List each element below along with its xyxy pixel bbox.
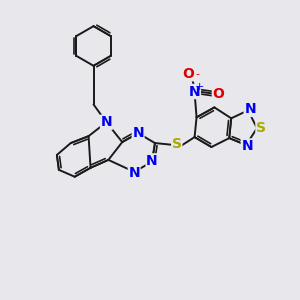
Text: S: S [256,121,266,135]
Text: -: - [196,69,200,79]
Text: S: S [172,137,182,151]
Text: O: O [183,67,195,81]
Text: N: N [146,154,158,168]
Text: N: N [132,126,144,140]
Text: N: N [189,85,200,98]
Text: N: N [241,139,253,153]
Text: N: N [100,115,112,129]
Text: +: + [195,82,204,92]
Text: N: N [244,102,256,116]
Text: N: N [128,166,140,180]
Text: O: O [212,86,224,100]
